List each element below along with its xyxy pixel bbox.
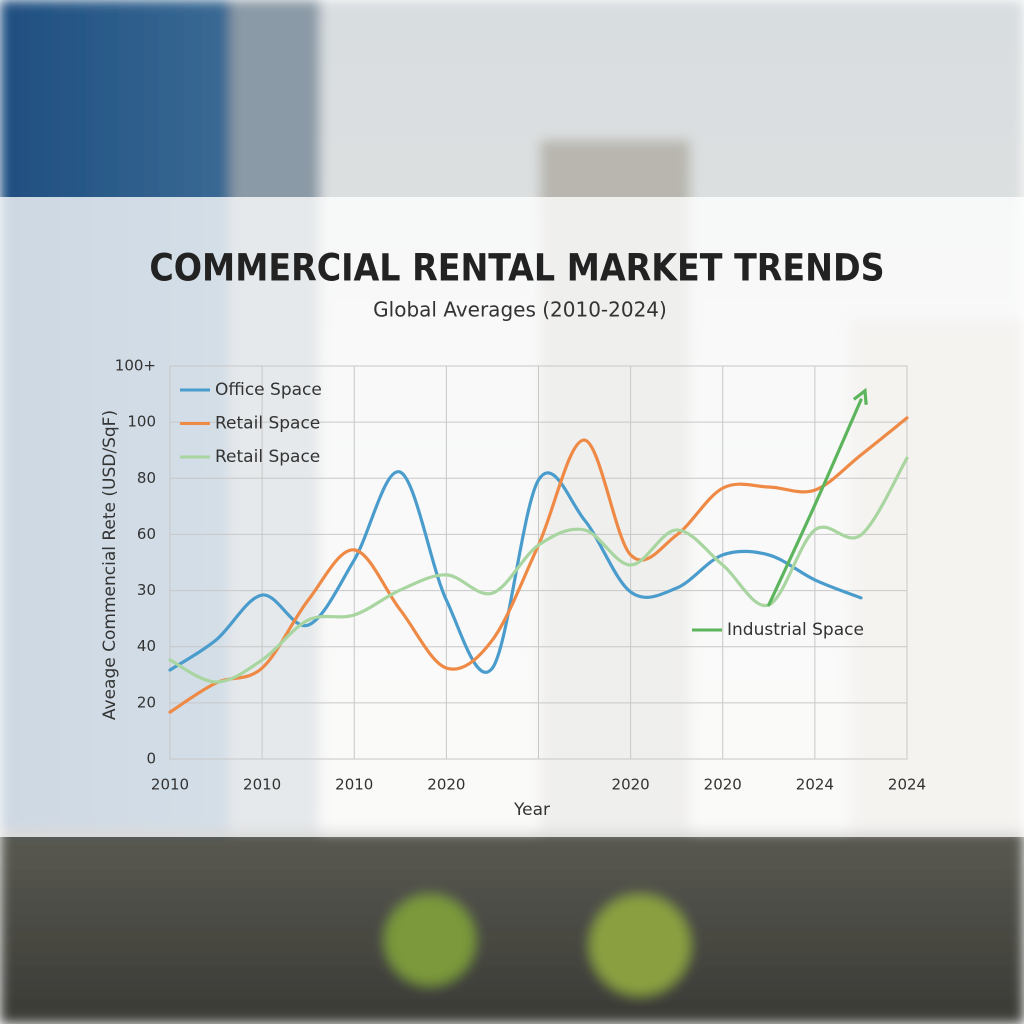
x-tick-label: 2010	[335, 776, 373, 794]
x-tick-label: 2020	[427, 776, 465, 794]
chart-subtitle: Global Averages (2010-2024)	[373, 298, 667, 322]
series-line	[767, 398, 863, 607]
y-tick-label: 40	[137, 637, 156, 655]
y-tick-label: 60	[137, 525, 156, 543]
legend-label: Office Space	[215, 380, 322, 400]
series-line	[168, 456, 909, 684]
y-tick-label: 0	[146, 750, 156, 768]
chart-title: COMMERCIAL RENTAL MARKET TRENDS	[149, 247, 884, 290]
y-tick-label: 20	[137, 693, 156, 711]
x-tick-label: 2010	[151, 776, 189, 794]
x-tick-label: 2024	[888, 776, 926, 794]
y-tick-label: 30	[137, 581, 156, 599]
y-tick-label: 80	[137, 469, 156, 487]
panel	[0, 197, 1024, 837]
y-tick-label: 100+	[115, 357, 156, 375]
legend-label: Retail Space	[215, 447, 320, 467]
legend-label: Industrial Space	[727, 620, 864, 640]
x-tick-label: 2024	[796, 776, 834, 794]
x-tick-label: 2010	[243, 776, 281, 794]
x-axis-label: Year	[513, 800, 550, 820]
legend-label: Retail Space	[215, 414, 320, 434]
x-tick-label: 2020	[612, 776, 650, 794]
y-tick-label: 100	[127, 413, 156, 431]
x-tick-label: 2020	[704, 776, 742, 794]
y-axis-label: Aveage Commencial Rete (USD/SqF)	[100, 410, 120, 720]
arrow-head	[852, 387, 868, 405]
